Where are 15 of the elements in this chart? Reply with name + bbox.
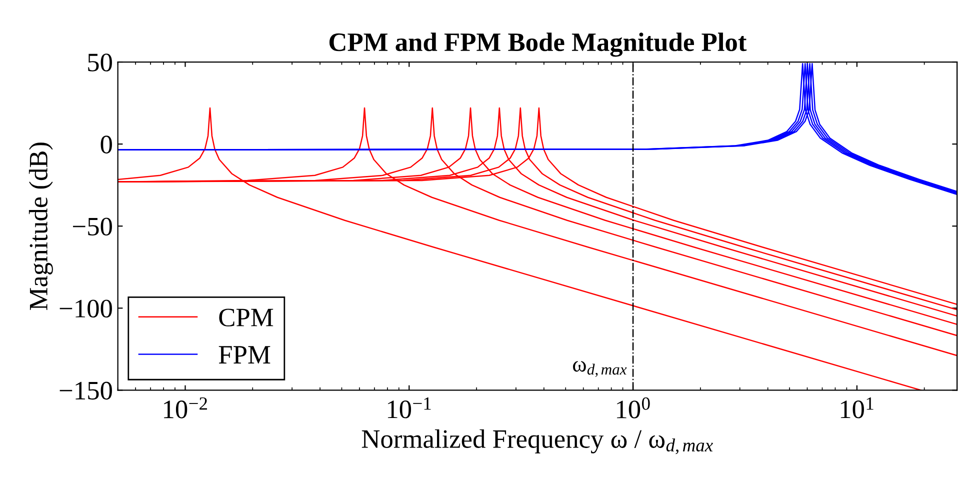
x-axis-title: Normalized Frequency ω / ω$_{d,max}$ — [362, 429, 713, 454]
x-tick-label: 10$^{−1}$ — [388, 397, 431, 418]
x-tick-label: 10$^{1}$ — [840, 397, 874, 418]
legend-label: FPM — [218, 346, 270, 364]
y-tick-label: 0 — [100, 136, 112, 154]
ref-line-label: ω$_{d,max}$ — [573, 361, 627, 377]
y-tick-label: −50 — [73, 218, 112, 236]
chart-title: CPM and FPM Bode Magnitude Plot — [329, 32, 747, 57]
y-axis-title: Magnitude (dB) — [28, 142, 53, 310]
y-tick-label: −100 — [60, 300, 112, 318]
y-tick-label: 50 — [88, 54, 112, 72]
x-tick-label: 10$^{0}$ — [617, 397, 650, 418]
legend-label: CPM — [219, 308, 274, 326]
y-tick-label: −150 — [60, 382, 112, 400]
x-tick-label: 10$^{−2}$ — [164, 397, 207, 418]
